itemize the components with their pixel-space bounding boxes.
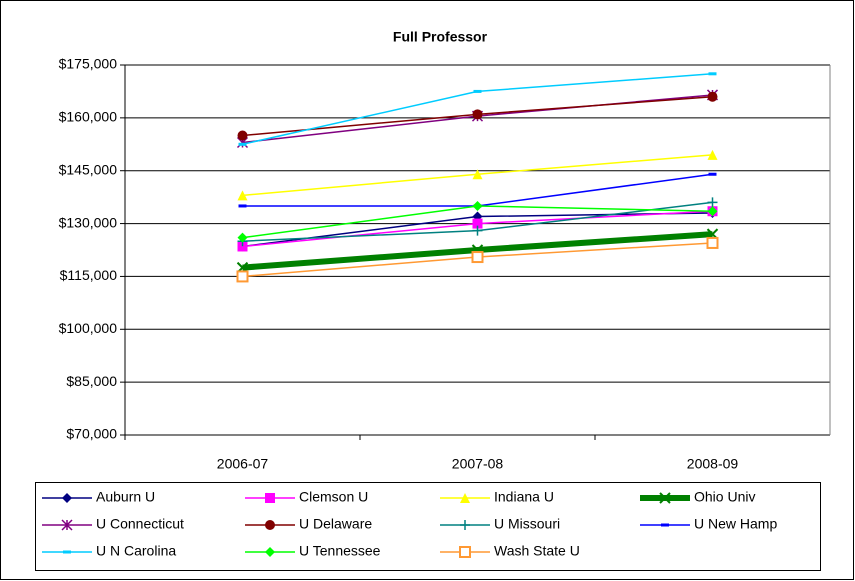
- marker: [238, 142, 247, 146]
- y-tick-label: $85,000: [66, 373, 117, 389]
- marker: [62, 493, 72, 503]
- marker: [265, 547, 275, 557]
- marker: [237, 232, 248, 243]
- marker: [460, 493, 470, 503]
- y-tick-label: $130,000: [59, 214, 118, 230]
- marker: [471, 251, 484, 264]
- marker: [706, 236, 719, 249]
- marker: [661, 523, 669, 527]
- marker: [707, 197, 718, 208]
- legend-label: Clemson U: [299, 489, 368, 505]
- x-tick-label: 2008-09: [687, 456, 739, 472]
- marker: [238, 204, 247, 208]
- marker: [472, 169, 483, 180]
- marker: [659, 492, 671, 504]
- y-tick-label: $175,000: [59, 56, 118, 72]
- marker: [472, 109, 483, 120]
- marker: [459, 546, 471, 558]
- marker: [63, 550, 71, 554]
- legend-label: U Connecticut: [96, 516, 184, 532]
- marker: [707, 91, 718, 102]
- legend-label: Wash State U: [494, 543, 580, 559]
- marker: [708, 72, 717, 76]
- marker: [472, 225, 483, 236]
- marker: [265, 493, 275, 503]
- marker: [236, 270, 249, 283]
- marker: [237, 190, 248, 201]
- legend-label: U Tennessee: [299, 543, 381, 559]
- y-tick-label: $145,000: [59, 161, 118, 177]
- legend-label: Ohio Univ: [694, 489, 755, 505]
- x-tick-label: 2007-08: [452, 456, 504, 472]
- legend-label: U New Hamp: [694, 516, 777, 532]
- marker: [707, 149, 718, 160]
- y-tick-label: $100,000: [59, 320, 118, 336]
- y-tick-label: $70,000: [66, 426, 117, 442]
- marker: [61, 519, 73, 531]
- marker: [265, 520, 275, 530]
- marker: [473, 89, 482, 93]
- marker: [460, 520, 470, 530]
- marker: [707, 206, 718, 217]
- chart-title: Full Professor: [393, 29, 488, 45]
- y-tick-label: $115,000: [60, 267, 118, 283]
- x-tick-label: 2006-07: [217, 456, 269, 472]
- marker: [708, 172, 717, 176]
- y-tick-label: $160,000: [59, 109, 118, 125]
- legend-label: U N Carolina: [96, 543, 176, 559]
- marker: [472, 218, 483, 229]
- legend-label: Indiana U: [494, 489, 554, 505]
- marker: [237, 241, 248, 252]
- marker: [472, 200, 483, 211]
- legend-label: Auburn U: [96, 489, 155, 505]
- legend-label: U Delaware: [299, 516, 372, 532]
- legend-label: U Missouri: [494, 516, 560, 532]
- marker: [237, 130, 248, 141]
